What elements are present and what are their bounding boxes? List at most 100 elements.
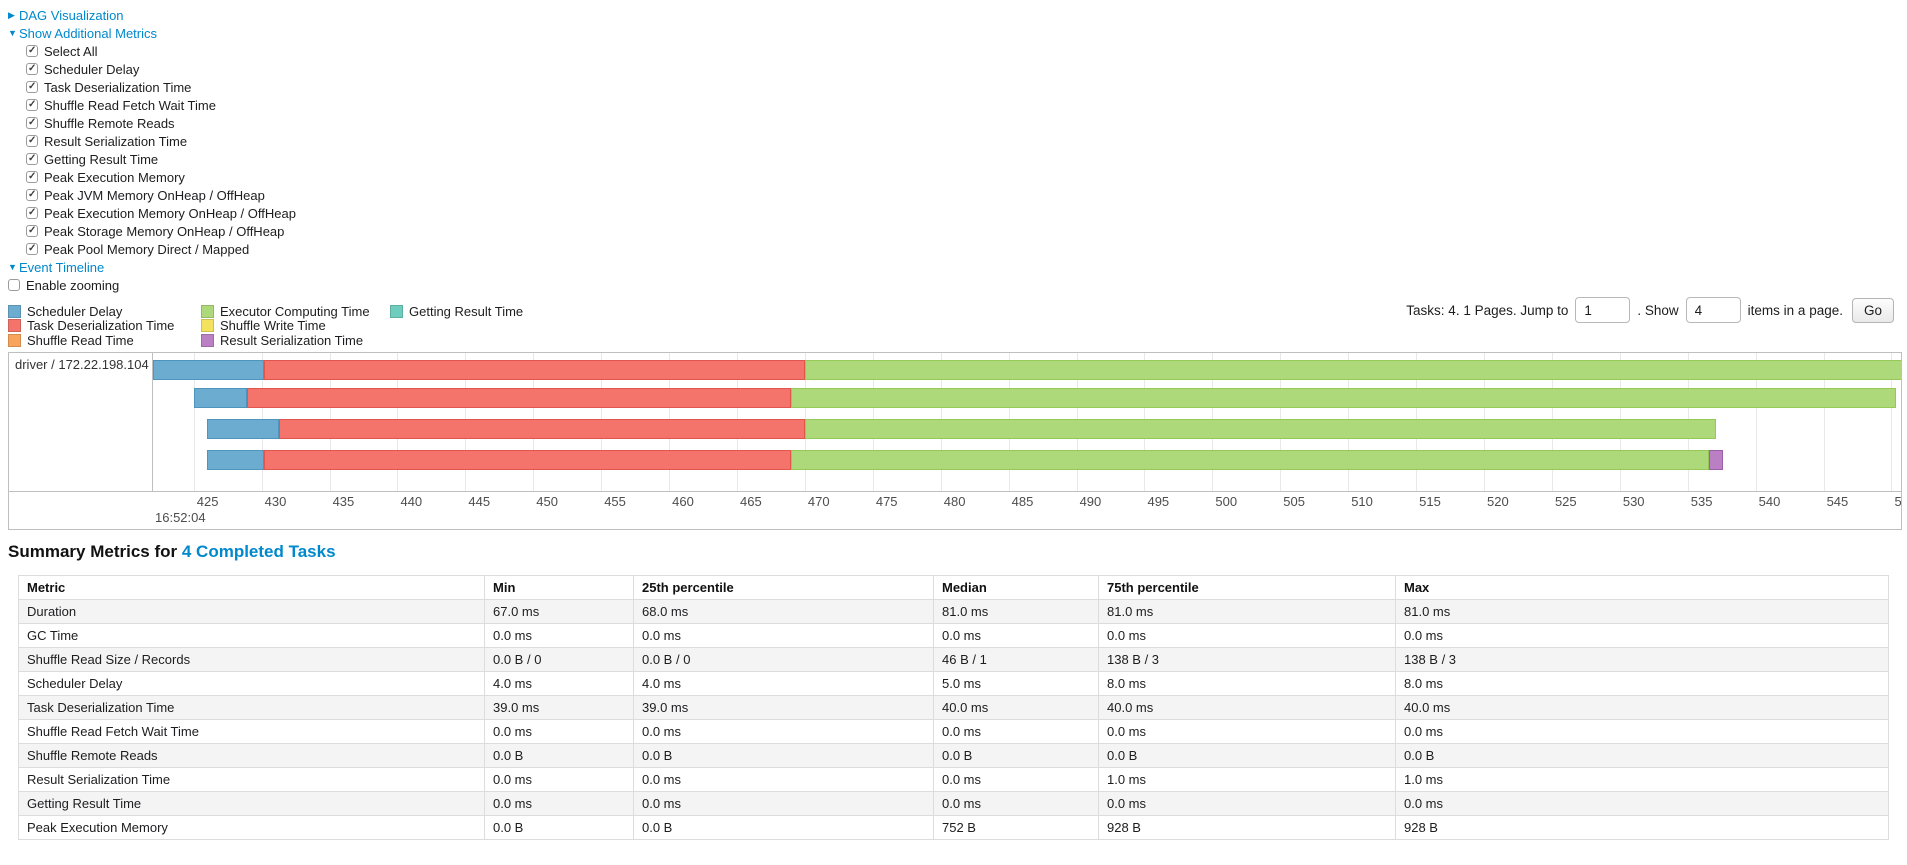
value-cell: 0.0 ms [933, 767, 1099, 792]
value-cell: 0.0 ms [484, 719, 634, 744]
metric-checkbox[interactable] [26, 207, 38, 219]
axis-tick-label: 545 [1826, 494, 1849, 509]
metric-checkbox[interactable] [26, 225, 38, 237]
metric-checkbox-label: Task Deserialization Time [44, 79, 192, 95]
metric-checkbox[interactable] [26, 135, 38, 147]
enable-zooming-checkbox[interactable] [8, 279, 20, 291]
metric-checkbox-row: Shuffle Read Fetch Wait Time [26, 96, 296, 114]
table-row: Shuffle Remote Reads 0.0 B 0.0 B 0.0 B 0.0 B… [18, 743, 1889, 768]
show-text: . Show [1637, 302, 1679, 318]
toggle-show-additional-metrics[interactable]: ▼ Show Additional Metrics [8, 24, 296, 42]
metric-checkbox[interactable] [26, 117, 38, 129]
task-bar-segment-scheduler-delay [153, 360, 265, 380]
value-cell: 1.0 ms [1395, 767, 1889, 792]
event-timeline-link[interactable]: Event Timeline [19, 259, 105, 275]
task-bar-segment-result-serialization [1709, 450, 1724, 470]
event-timeline-chart: driver / 172.22.198.104 16:52:04 425 430 4… [8, 352, 1902, 530]
value-cell: 39.0 ms [633, 695, 934, 720]
jump-to-page-input[interactable] [1575, 297, 1631, 323]
column-header: 25th percentile [633, 575, 934, 600]
metric-checkbox-row: Task Deserialization Time [26, 78, 296, 96]
axis-tick-label: 540 [1758, 494, 1781, 509]
metric-checkbox[interactable] [26, 63, 38, 75]
value-cell: 138 B / 3 [1395, 647, 1889, 672]
legend-item: Shuffle Write Time [201, 318, 390, 333]
legend-item: Task Deserialization Time [8, 318, 201, 333]
legend-swatch-shuffle-read [8, 333, 21, 347]
gridline [1823, 353, 1825, 492]
value-cell: 5.0 ms [933, 671, 1099, 696]
metric-checkbox-row: Peak JVM Memory OnHeap / OffHeap [26, 186, 296, 204]
metric-checkbox[interactable] [26, 45, 38, 57]
timeline-plot-area: driver / 172.22.198.104 [9, 353, 1901, 492]
axis-tick-label: 515 [1419, 494, 1441, 509]
axis-tick-label: 525 [1554, 494, 1577, 509]
legend-swatch-task-deserialization [8, 319, 21, 333]
axis-tick-label: 425 [196, 494, 219, 509]
toggle-event-timeline[interactable]: ▼ Event Timeline [8, 258, 296, 276]
metric-checkbox-label: Getting Result Time [44, 151, 159, 167]
table-row: Scheduler Delay 4.0 ms 4.0 ms 5.0 ms 8.0 ms 8… [18, 671, 1889, 696]
gridline [1891, 353, 1893, 492]
value-cell: 0.0 ms [933, 623, 1099, 648]
metric-checkbox-label: Peak Execution Memory [44, 169, 185, 185]
metric-checkbox-row: Scheduler Delay [26, 60, 296, 78]
axis-tick-label: 510 [1351, 494, 1373, 509]
show-additional-metrics-link[interactable]: Show Additional Metrics [19, 25, 158, 41]
table-row: Shuffle Read Fetch Wait Time 0.0 ms 0.0 ms… [18, 719, 1889, 744]
metric-checkbox-label: Peak Execution Memory OnHeap / OffHeap [44, 205, 296, 221]
value-cell: 67.0 ms [484, 599, 634, 624]
value-cell: 0.0 B / 0 [633, 647, 934, 672]
metric-checkbox[interactable] [26, 243, 38, 255]
toggle-dag-visualization[interactable]: ▶ DAG Visualization [8, 6, 296, 24]
column-header: Min [484, 575, 634, 600]
table-header-row: Metric Min 25th percentile Median 75th perce… [18, 575, 1889, 600]
value-cell: 81.0 ms [933, 599, 1099, 624]
metric-checkbox-row: Peak Execution Memory [26, 168, 296, 186]
enable-zooming-label: Enable zooming [26, 277, 120, 293]
task-bar-segment-task-deserialization [264, 450, 792, 470]
axis-tick-label: 495 [1147, 494, 1170, 509]
metric-checkbox[interactable] [26, 81, 38, 93]
metric-checkbox-row: Shuffle Remote Reads [26, 114, 296, 132]
value-cell: 0.0 B [633, 743, 934, 768]
task-bar-segment-executor-computing [791, 388, 1896, 408]
value-cell: 0.0 B [633, 815, 934, 840]
metric-checkbox[interactable] [26, 171, 38, 183]
axis-tick-label: 505 [1283, 494, 1305, 509]
controls-panel: ▶ DAG Visualization ▼ Show Additional Me… [8, 6, 296, 294]
go-button[interactable]: Go [1851, 297, 1894, 323]
metric-checkbox-label: Scheduler Delay [44, 61, 140, 77]
task-bar-segment-executor-computing [791, 450, 1710, 470]
table-row: Getting Result Time 0.0 ms 0.0 ms 0.0 ms 0.0… [18, 791, 1889, 816]
metric-checkbox[interactable] [26, 153, 38, 165]
items-per-page-input[interactable] [1685, 297, 1741, 323]
axis-tick-label: 455 [604, 494, 626, 509]
chevron-down-icon: ▼ [8, 262, 17, 272]
legend-item: Executor Computing Time [201, 304, 390, 319]
value-cell: 0.0 B [484, 743, 634, 768]
value-cell: 928 B [1098, 815, 1396, 840]
completed-tasks-link[interactable]: 4 Completed Tasks [181, 542, 336, 561]
metric-checkbox[interactable] [26, 99, 38, 111]
value-cell: 0.0 ms [1395, 623, 1889, 648]
metric-cell: Result Serialization Time [18, 767, 485, 792]
metric-checkbox-row: Result Serialization Time [26, 132, 296, 150]
metric-cell: Task Deserialization Time [18, 695, 485, 720]
metric-checkbox[interactable] [26, 189, 38, 201]
legend-item: Shuffle Read Time [8, 333, 201, 348]
metric-checkbox-label: Peak Storage Memory OnHeap / OffHeap [44, 223, 285, 239]
axis-tick-label: 535 [1690, 494, 1713, 509]
legend-swatch-executor-computing [201, 304, 214, 318]
metric-checkbox-label: Shuffle Remote Reads [44, 115, 175, 131]
metrics-checkbox-list: Select All Scheduler Delay Task Deserializ… [8, 42, 296, 258]
metric-checkbox-row: Select All [26, 42, 296, 60]
value-cell: 1.0 ms [1098, 767, 1396, 792]
metric-checkbox-label: Result Serialization Time [44, 133, 188, 149]
value-cell: 0.0 B [933, 743, 1099, 768]
dag-visualization-link[interactable]: DAG Visualization [19, 7, 124, 23]
metric-checkbox-row: Peak Pool Memory Direct / Mapped [26, 240, 296, 258]
axis-tick-label: 465 [740, 494, 762, 509]
legend-swatch-getting-result [390, 304, 403, 318]
table-row: GC Time 0.0 ms 0.0 ms 0.0 ms 0.0 ms 0.0 ms [18, 623, 1889, 648]
